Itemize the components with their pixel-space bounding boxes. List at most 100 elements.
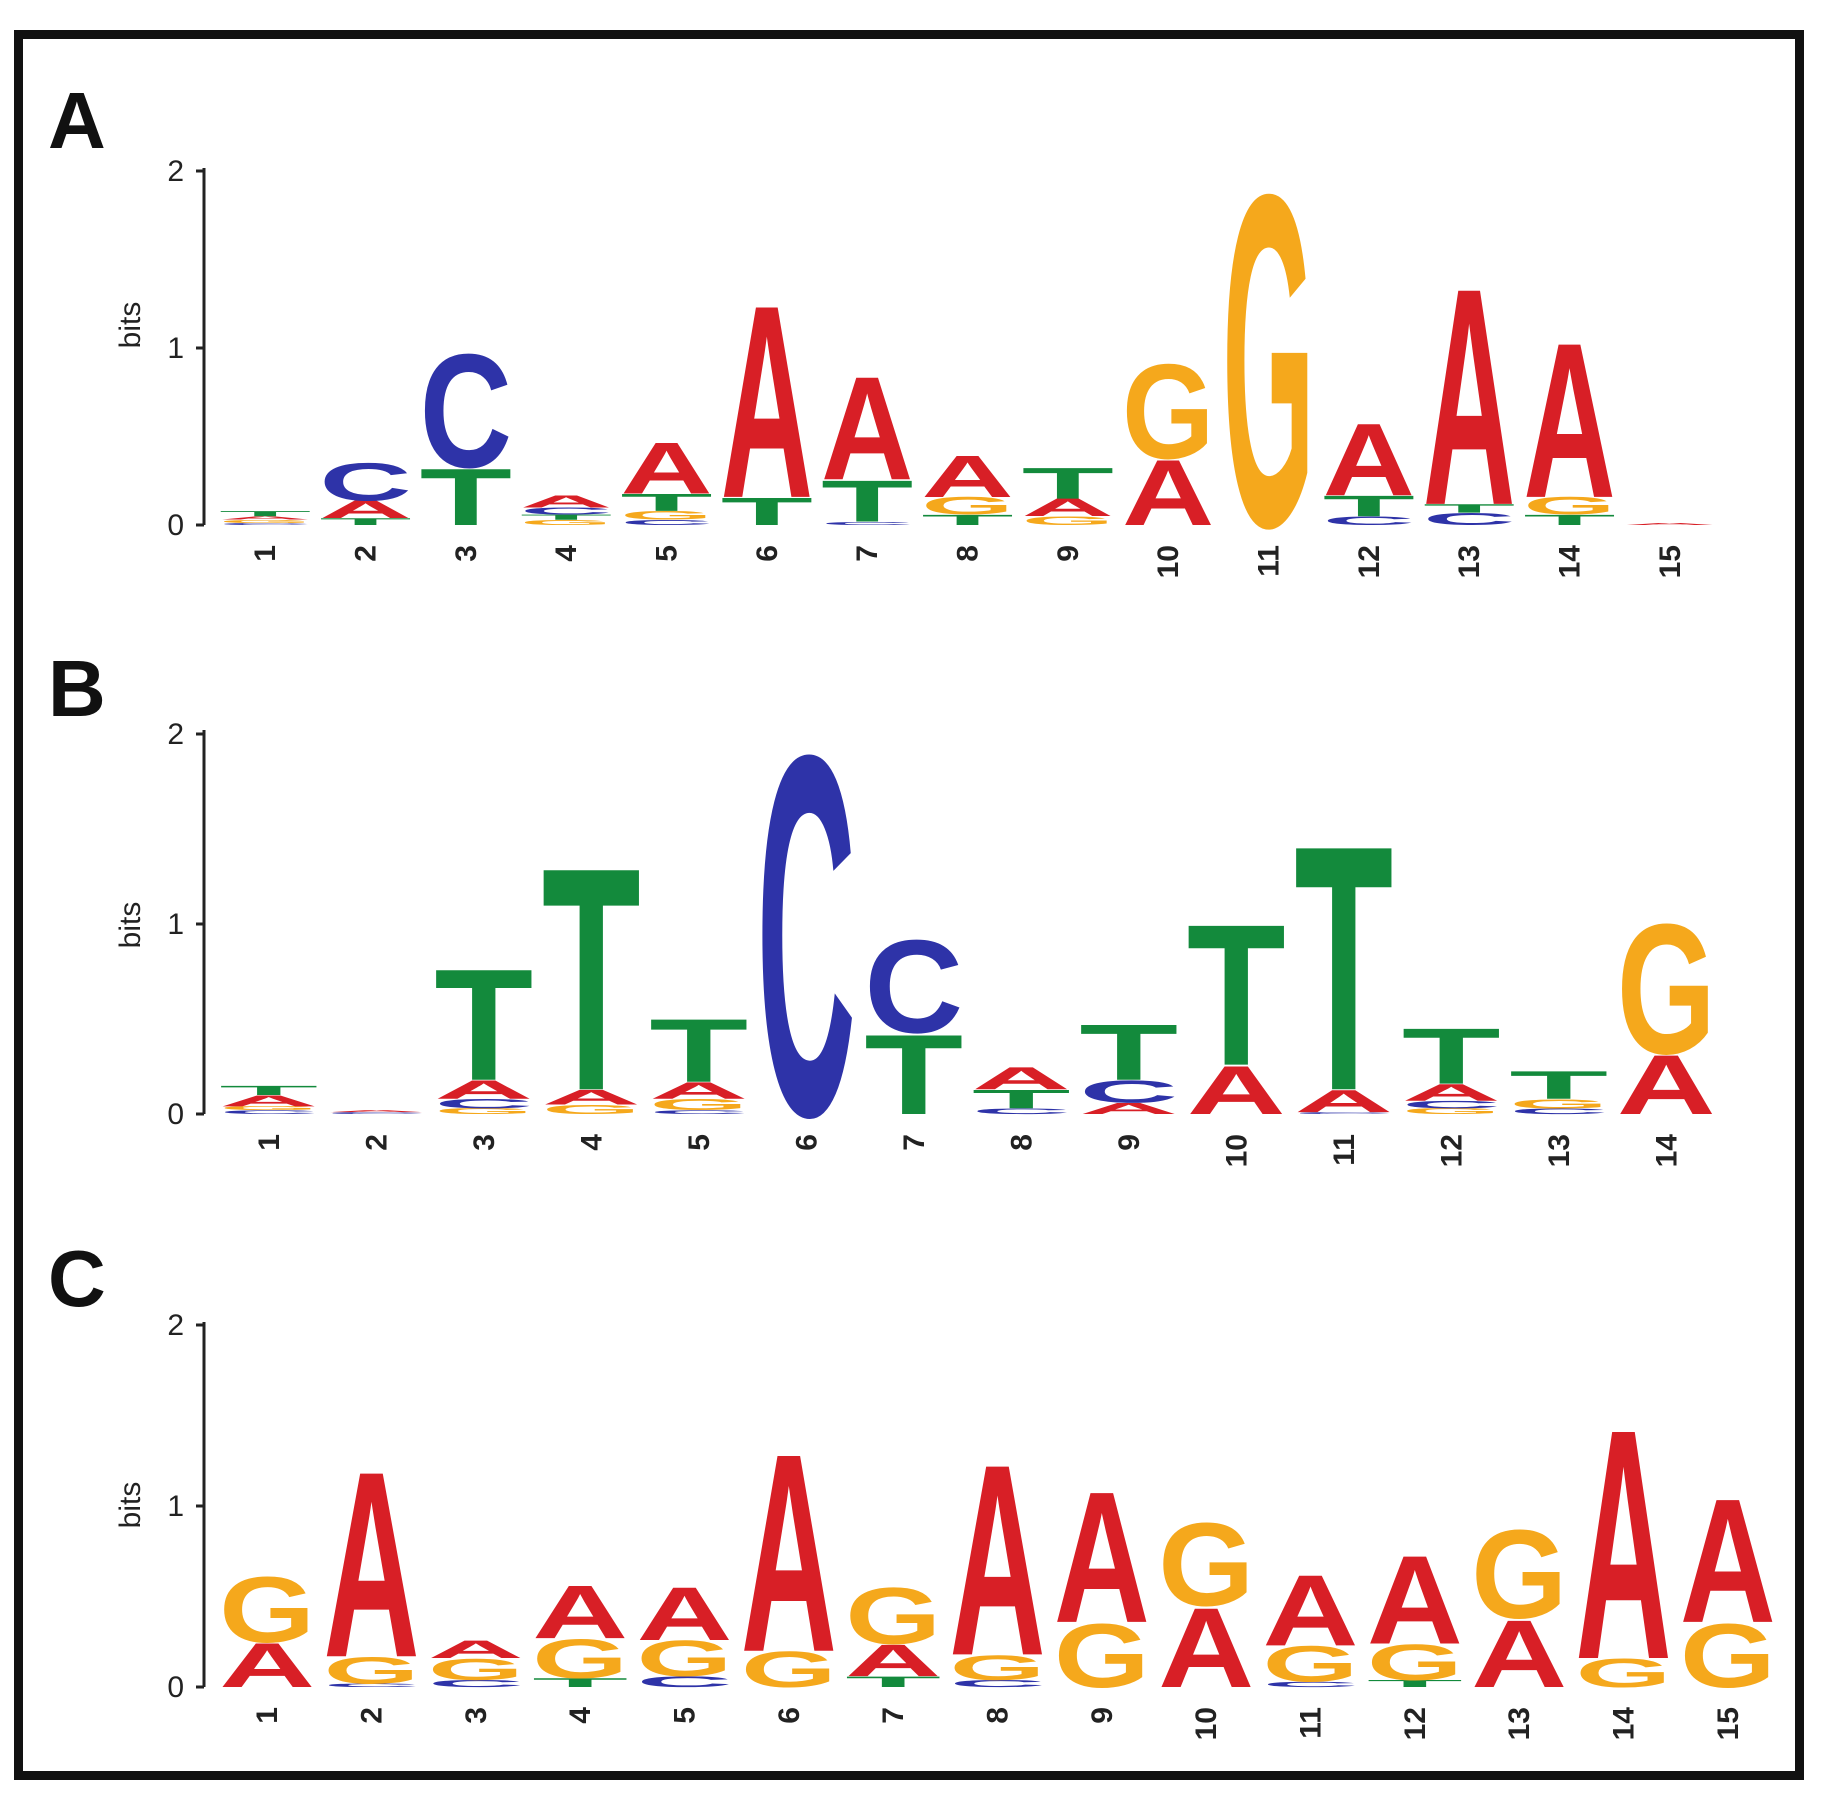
logo-a-position-label-11: 11 <box>1253 545 1286 577</box>
logo-b-position-label-8: 8 <box>1005 1134 1038 1151</box>
logo-a-pos-5-letter-T: T <box>620 489 712 516</box>
logo-c-pos-8-letter-C: C <box>950 1678 1046 1689</box>
logo-c-pos-5-letter-C: C <box>636 1673 732 1690</box>
panel-a: A bits 0 1 2 CGAT1TAC2TC3GTCA4CGTA5TA6CT… <box>48 76 1716 627</box>
logo-a-pos-4-letter-C: C <box>520 506 612 517</box>
logo-a-pos-15-letter-A: A <box>1624 523 1716 526</box>
logo-b-pos-7-letter-C: C <box>864 912 963 1061</box>
panel-label-c: C <box>48 1234 106 1323</box>
logo-c-position-label-8: 8 <box>982 1707 1015 1724</box>
logo-a-pos-2-letter-T: T <box>319 516 411 527</box>
logo-c-pos-12-letter-G: G <box>1367 1634 1463 1690</box>
logo-b-pos-4-letter-A: A <box>542 1085 641 1109</box>
logo-b-pos-1-letter-A: A <box>219 1092 318 1110</box>
logo-c-position-label-7: 7 <box>877 1707 910 1724</box>
logo-a-pos-1-letter-C: C <box>219 523 311 526</box>
logo-b-pos-12-letter-A: A <box>1402 1079 1501 1106</box>
logo-b-position-label-5: 5 <box>683 1134 716 1151</box>
panel-c: C bits 0 1 2 AG1CGA2CGA3TGA4CGA5GA6TAG7C… <box>48 1234 1776 1740</box>
logo-b-pos-10-letter-T: T <box>1187 882 1286 1108</box>
logo-a-position-label-8: 8 <box>952 545 985 562</box>
logo-c-pos-4-letter-G: G <box>532 1628 628 1690</box>
logo-a-pos-13-letter-T: T <box>1423 502 1515 516</box>
logo-c-position-label-15: 15 <box>1712 1707 1745 1740</box>
logo-c-pos-3-letter-A: A <box>428 1635 524 1663</box>
logo-c-pos-10-letter-G: G <box>1158 1498 1254 1631</box>
logo-c-pos-10-letter-A: A <box>1158 1585 1254 1712</box>
logo-c-position-label-12: 12 <box>1399 1707 1432 1740</box>
logo-c-pos-15-letter-G: G <box>1680 1605 1776 1707</box>
logo-c-pos-4-letter-A: A <box>532 1569 628 1654</box>
logo-a-position-label-4: 4 <box>550 545 583 562</box>
logo-b-pos-12-letter-T: T <box>1402 1012 1501 1101</box>
logo-a-pos-6-letter-A: A <box>721 249 813 556</box>
logo-c-pos-15-letter-A: A <box>1680 1462 1776 1660</box>
logo-b-pos-11-letter-C: C <box>1294 1112 1393 1115</box>
logo-b-position-label-7: 7 <box>898 1134 931 1151</box>
logo-b-pos-13-letter-C: C <box>1509 1107 1608 1116</box>
logo-c-pos-11-letter-C: C <box>1262 1680 1358 1688</box>
logo-b-pos-8-letter-T: T <box>972 1084 1071 1114</box>
logo-a-pos-14-letter-A: A <box>1523 297 1615 544</box>
logo-a-pos-13-letter-A: A <box>1423 225 1515 570</box>
y-tick-2-c: 2 <box>167 1309 184 1342</box>
logo-a-pos-5-letter-A: A <box>620 428 712 510</box>
logo-b-pos-14-letter-A: A <box>1617 1038 1716 1133</box>
logo-c-position-label-9: 9 <box>1086 1707 1119 1724</box>
logo-b-pos-9-letter-T: T <box>1079 1009 1178 1098</box>
logo-c-pos-4-letter-T: T <box>532 1676 628 1690</box>
logo-a-pos-14-letter-T: T <box>1523 512 1615 528</box>
logo-b-position-label-10: 10 <box>1220 1134 1253 1167</box>
logo-c-pos-3-letter-G: G <box>428 1653 524 1687</box>
logo-c-position-label-1: 1 <box>251 1707 284 1724</box>
logo-a-pos-3-letter-C: C <box>420 320 512 501</box>
logo-b-pos-5-letter-T: T <box>649 1000 748 1101</box>
logo-c-pos-7-letter-G: G <box>845 1571 941 1661</box>
logo-a-pos-8-letter-T: T <box>921 512 1013 528</box>
y-tick-1-c: 1 <box>167 1490 184 1523</box>
logo-c-pos-1-letter-G: G <box>219 1558 315 1662</box>
logo-b-position-label-14: 14 <box>1650 1134 1683 1168</box>
logo-a-position-label-3: 3 <box>450 545 483 562</box>
logo-a-pos-12-letter-T: T <box>1323 490 1415 523</box>
logo-b-pos-1-letter-C: C <box>219 1109 318 1115</box>
logo-c-pos-14-letter-A: A <box>1575 1362 1671 1729</box>
logo-c-pos-6-letter-G: G <box>741 1641 837 1697</box>
logo-b-pos-11-letter-A: A <box>1294 1084 1393 1120</box>
logo-a-pos-7-letter-C: C <box>821 521 913 526</box>
logo-b-position-label-9: 9 <box>1113 1134 1146 1151</box>
logo-a-position-label-10: 10 <box>1152 545 1185 578</box>
logo-b-position-label-3: 3 <box>468 1134 501 1151</box>
logo-c-pos-12-letter-A: A <box>1367 1531 1463 1671</box>
logo-a-pos-13-letter-C: C <box>1423 510 1515 529</box>
logo-c-position-label-3: 3 <box>460 1707 493 1724</box>
logo-b-position-label-6: 6 <box>790 1134 823 1151</box>
logo-a-pos-9-letter-T: T <box>1022 458 1114 508</box>
logo-b-pos-9-letter-A: A <box>1079 1100 1178 1118</box>
logo-b-pos-1-letter-T: T <box>219 1083 318 1098</box>
logo-a-pos-9-letter-A: A <box>1022 494 1114 522</box>
logo-c-pos-5-letter-A: A <box>636 1571 732 1656</box>
logo-c-position-label-2: 2 <box>356 1707 389 1724</box>
logo-b-pos-11-letter-T: T <box>1294 772 1393 1164</box>
y-axis-label-a: bits <box>114 302 147 349</box>
logo-b-position-label-11: 11 <box>1328 1134 1361 1166</box>
logo-c-pos-8-letter-A: A <box>949 1408 1045 1713</box>
y-tick-1-a: 1 <box>167 332 184 365</box>
logo-b-pos-5-letter-G: G <box>649 1096 748 1114</box>
y-axis-label-c: bits <box>114 1482 147 1529</box>
logo-b-pos-2-letter-A: A <box>327 1110 426 1113</box>
logo-c-pos-8-letter-G: G <box>950 1648 1046 1687</box>
logo-c-position-label-14: 14 <box>1608 1707 1641 1741</box>
logo-a-pos-11-letter-G: G <box>1222 97 1314 627</box>
logo-a-position-label-7: 7 <box>851 545 884 562</box>
y-tick-2-b: 2 <box>167 718 184 751</box>
logo-b-position-label-2: 2 <box>360 1134 393 1151</box>
figure-frame <box>14 30 1804 1780</box>
logo-a-position-label-2: 2 <box>350 545 383 562</box>
logo-b-position-label-4: 4 <box>575 1134 608 1151</box>
logo-b-pos-3-letter-T: T <box>434 937 533 1115</box>
logo-a-pos-9-letter-G: G <box>1022 514 1114 528</box>
